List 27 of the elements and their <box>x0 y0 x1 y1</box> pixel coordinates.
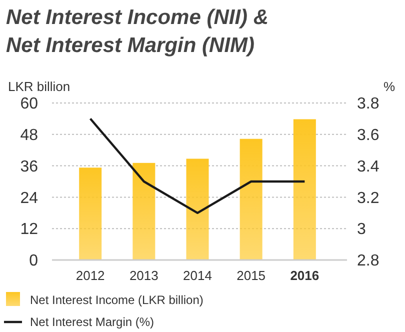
y2-axis-title: % <box>383 79 396 94</box>
y-tick-label: 48 <box>20 127 38 144</box>
y2-tick-label: 2.8 <box>357 252 380 270</box>
bar <box>240 138 262 260</box>
x-tick-label: 2014 <box>183 268 212 283</box>
x-tick-label: 2016 <box>290 268 320 283</box>
y-tick-label: 0 <box>29 252 38 270</box>
y2-tick-label: 3 <box>357 221 366 238</box>
y-tick-label: 24 <box>20 190 38 207</box>
bar <box>186 158 209 260</box>
y-tick-label: 36 <box>20 158 38 176</box>
x-tick-label: 2015 <box>236 268 266 283</box>
legend-label: Net Interest Income (LKR billion) <box>30 293 204 308</box>
y-tick-label: 12 <box>20 221 38 238</box>
y2-tick-label: 3.4 <box>357 158 380 176</box>
x-tick-label: 2012 <box>76 268 105 283</box>
bar <box>132 162 156 260</box>
x-tick-label: 2013 <box>129 268 158 283</box>
y2-tick-label: 3.8 <box>357 96 380 113</box>
y-tick-label: 60 <box>20 96 38 113</box>
bar <box>79 168 102 260</box>
chart-title: Net Interest Income (NII) & Net Interest Margin (NIM) <box>6 6 269 57</box>
y2-tick-label: 3.6 <box>357 127 380 144</box>
bar <box>293 119 316 260</box>
y2-tick-label: 3.2 <box>357 190 380 207</box>
legend-label: Net Interest Margin (%) <box>30 315 154 330</box>
y-axis-title: LKR billion <box>8 79 70 94</box>
